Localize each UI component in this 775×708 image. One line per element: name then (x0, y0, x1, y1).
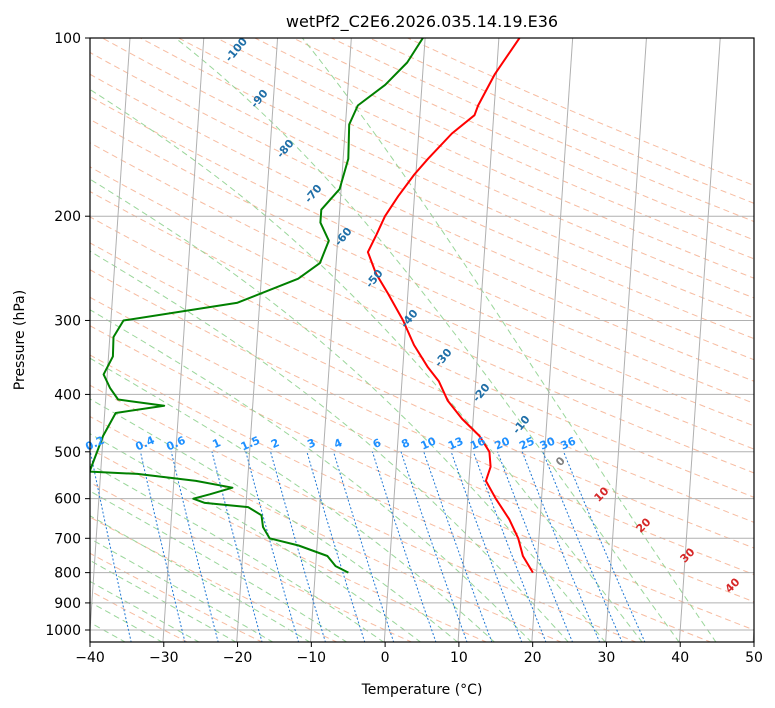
mixing-ratio-label: 30 (538, 434, 558, 452)
moist-adiabat-line (90, 357, 496, 642)
dry-adiabat-line (90, 448, 488, 642)
dry-adiabat-line (101, 38, 754, 340)
y-tick-label: 1000 (45, 623, 81, 639)
dry-adiabat-line (90, 354, 712, 642)
mixing-ratio-line (400, 451, 468, 642)
y-tick-label: 300 (54, 313, 81, 329)
mixing-ratio-line (371, 451, 437, 642)
isotherm-line (678, 38, 721, 642)
mixing-ratio-label: 13 (446, 435, 465, 453)
dry-adiabat-line (90, 325, 754, 631)
x-tick-label: −20 (223, 650, 253, 666)
moist-adiabat-line (90, 309, 533, 642)
y-axis-label: Pressure (hPa) (12, 290, 28, 390)
mixing-ratio-label: 20 (493, 434, 513, 452)
x-tick-label: −40 (75, 650, 105, 666)
mixing-ratio-line (497, 451, 574, 642)
isotherm-line (457, 38, 500, 642)
dry-adiabat-line (90, 242, 754, 549)
mixing-ratio-line (472, 451, 547, 642)
mixing-ratio-line (306, 451, 366, 642)
moist-adiabat-line (90, 250, 569, 642)
plot-frame (89, 37, 755, 643)
moist-adiabat-line (90, 178, 606, 642)
dry-adiabat-line (90, 384, 638, 642)
isotherm-line (531, 38, 574, 642)
mixing-ratio-label: 36 (559, 434, 579, 452)
x-tick-label: −30 (149, 650, 179, 666)
mixing-ratio-line (423, 451, 493, 642)
moist-adiabat-line (90, 88, 643, 642)
chart-title: wetPf2_C2E6.2026.035.14.19.E36 (286, 12, 558, 32)
mixing-ratio-label: 25 (517, 435, 536, 453)
isotherm-line (310, 38, 352, 642)
isotherm-line (383, 38, 426, 642)
y-tick-label: 500 (54, 445, 81, 461)
isotherm-line (162, 38, 205, 642)
mixing-ratio-label: 10 (419, 434, 439, 452)
dry-adiabat-line (90, 590, 189, 642)
mixing-ratio-line (270, 451, 326, 642)
x-tick-label: 10 (450, 650, 468, 666)
x-tick-label: 30 (598, 650, 616, 666)
moist-adiabat-line (90, 463, 385, 642)
x-tick-label: 40 (671, 650, 689, 666)
moist-adiabat-line (301, 38, 717, 642)
dry-adiabat-line (90, 216, 754, 523)
dewpoint-profile-line (90, 38, 424, 574)
dry-adiabat-line (90, 269, 754, 576)
y-tick-label: 200 (54, 209, 81, 225)
moist-adiabat-line (175, 38, 680, 642)
dry-adiabat-line (90, 73, 754, 382)
axis-ticks: −40 −30 −20 −10 0 10 20 30 40 50 100 200 300 400 500 60… (45, 31, 763, 666)
mixing-ratio-line (333, 451, 395, 642)
mixing-ratio-label: 16 (468, 434, 488, 452)
x-tick-label: 20 (524, 650, 542, 666)
moist-adiabat-line (90, 538, 274, 642)
y-tick-label: 700 (54, 531, 81, 547)
isotherm-line (236, 38, 279, 642)
y-tick-label: 800 (54, 566, 81, 582)
dry-adiabat-line (90, 96, 754, 404)
mixing-ratio-line (521, 451, 601, 642)
mixing-ratio-line (211, 451, 263, 642)
dry-adiabat-line (90, 166, 754, 474)
dry-adiabat-line (90, 142, 754, 450)
moist-adiabat-line (90, 559, 237, 642)
dry-adiabat-line (90, 296, 754, 603)
background-lines (90, 38, 754, 642)
mixing-ratio-line (542, 451, 623, 642)
isotherm-line (605, 38, 647, 642)
mixing-ratio-line (245, 451, 300, 642)
isotherm-line (90, 38, 131, 638)
mixing-ratio-line (140, 451, 186, 642)
y-tick-label: 100 (54, 31, 81, 47)
moist-adiabat-line (90, 433, 422, 642)
dry-adiabat-line (140, 38, 754, 319)
dry-adiabat-line (90, 552, 264, 642)
profiles (90, 38, 534, 574)
mixing-ratio-line (90, 451, 132, 642)
y-tick-label: 900 (54, 596, 81, 612)
temperature-profile-line (366, 38, 534, 574)
x-tick-label: −10 (297, 650, 327, 666)
mixing-ratio-line (450, 451, 523, 642)
y-tick-label: 400 (54, 387, 81, 403)
x-tick-label: 50 (745, 650, 763, 666)
x-tick-label: 0 (381, 650, 390, 666)
mixing-ratio-line (563, 451, 646, 642)
mixing-ratio-line (170, 451, 219, 642)
dry-adiabat-line (90, 415, 563, 642)
y-tick-label: 600 (54, 492, 81, 508)
x-axis-label: Temperature (°C) (361, 682, 483, 698)
